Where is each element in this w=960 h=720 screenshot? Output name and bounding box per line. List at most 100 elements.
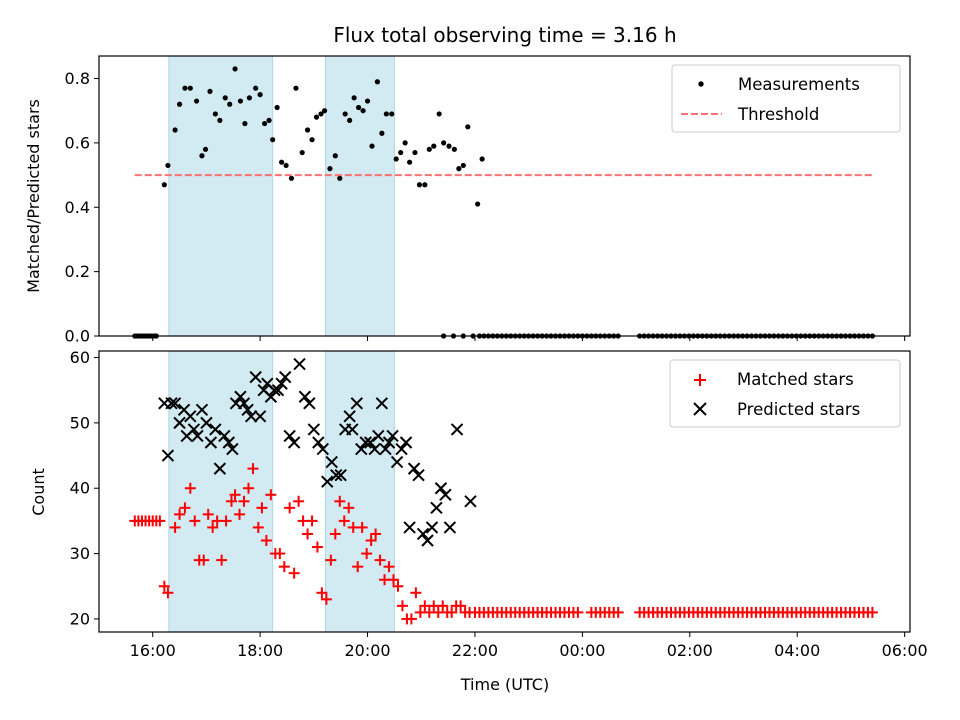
xtick-label: 00:00 bbox=[559, 641, 605, 660]
matched-star-point bbox=[405, 613, 417, 625]
predicted-star-point-b bbox=[241, 403, 254, 417]
matched-star-point bbox=[216, 554, 228, 566]
predicted-star-point bbox=[364, 436, 377, 449]
predicted-star-point-b bbox=[399, 436, 413, 449]
predicted-star-point-b bbox=[416, 527, 430, 541]
top-y-ticks: 0.0 0.2 0.4 0.6 0.8 bbox=[65, 69, 99, 346]
bottom-shade-1 bbox=[324, 350, 395, 633]
bottom-ytick-label: 50 bbox=[70, 413, 90, 432]
matched-star-point bbox=[410, 587, 422, 599]
predicted-star-point-b bbox=[450, 423, 464, 436]
measurement-point bbox=[379, 130, 385, 136]
measurement-point bbox=[279, 159, 285, 165]
predicted-star-point bbox=[222, 436, 236, 449]
measurement-point bbox=[465, 124, 471, 130]
matched-star-point bbox=[154, 515, 166, 527]
measurement-point bbox=[172, 127, 178, 133]
predicted-star-point bbox=[399, 436, 413, 449]
predicted-star-point bbox=[425, 521, 439, 534]
legend-matched-label: Matched stars bbox=[737, 370, 854, 389]
predicted-star-point-b bbox=[287, 436, 301, 449]
top-ytick-label: 0.6 bbox=[65, 133, 90, 152]
measurement-point bbox=[309, 137, 315, 143]
predicted-star-point-b bbox=[379, 442, 392, 456]
matched-star-point bbox=[370, 528, 382, 540]
predicted-star-point bbox=[359, 436, 372, 449]
matched-star-point bbox=[247, 463, 259, 475]
predicted-star-point-b bbox=[321, 475, 334, 488]
measurement-point bbox=[355, 104, 362, 111]
matched-star-point bbox=[392, 580, 404, 592]
predicted-star-point-b bbox=[249, 370, 262, 384]
predicted-star-point bbox=[213, 462, 227, 475]
measurement-point bbox=[266, 117, 272, 123]
measurement-point bbox=[242, 120, 248, 127]
predicted-star-point bbox=[249, 370, 262, 384]
measurement-point bbox=[369, 143, 375, 149]
predicted-star-point-b bbox=[184, 410, 197, 423]
matched-star-point bbox=[365, 535, 377, 547]
predicted-star-point bbox=[321, 475, 334, 488]
predicted-star-point bbox=[307, 423, 321, 436]
matched-star-point bbox=[207, 521, 219, 533]
predicted-star-point bbox=[204, 436, 218, 449]
matched-star-point bbox=[612, 606, 624, 618]
predicted-star-point bbox=[325, 455, 338, 469]
predicted-star-point-b bbox=[237, 397, 251, 410]
predicted-star-point-b bbox=[350, 397, 364, 410]
bottom-data-marks bbox=[129, 357, 878, 625]
predicted-star-point-b bbox=[464, 495, 477, 508]
predicted-star-point-b bbox=[430, 501, 443, 515]
predicted-star-point-b bbox=[298, 390, 312, 403]
measurement-point bbox=[222, 95, 228, 101]
predicted-star-point bbox=[450, 423, 464, 436]
predicted-star-point bbox=[184, 410, 197, 423]
measurement-point bbox=[313, 114, 320, 120]
legend-predicted-marker bbox=[693, 402, 707, 416]
predicted-star-point-b bbox=[343, 410, 356, 423]
predicted-star-point bbox=[278, 370, 292, 384]
predicted-star-point bbox=[253, 410, 267, 423]
measurement-point bbox=[412, 149, 418, 156]
measurement-point bbox=[199, 153, 205, 159]
top-ytick-label: 0.8 bbox=[65, 69, 90, 88]
predicted-star-point bbox=[161, 449, 175, 462]
measurement-point bbox=[436, 111, 442, 117]
matched-star-point bbox=[288, 567, 300, 579]
bottom-ytick-label: 40 bbox=[70, 479, 90, 498]
measurement-point bbox=[360, 108, 366, 114]
predicted-star-point-b bbox=[218, 429, 231, 443]
legend-measurements-marker bbox=[698, 81, 704, 87]
x-axis-label: Time (UTC) bbox=[460, 675, 549, 694]
predicted-star-point bbox=[244, 410, 258, 423]
predicted-star-point-b bbox=[375, 397, 389, 410]
measurement-point bbox=[202, 146, 209, 152]
predicted-star-point-b bbox=[234, 390, 247, 403]
predicted-star-point-b bbox=[200, 416, 213, 430]
bottom-panel: 20 30 40 50 60 16:00 18:00 20:00 22:00 00:00 02:0… bbox=[29, 348, 928, 694]
matched-star-point bbox=[284, 502, 296, 514]
matched-star-point bbox=[252, 521, 264, 533]
predicted-star-point-b bbox=[226, 442, 239, 456]
measurement-point bbox=[475, 201, 481, 207]
matched-star-point bbox=[388, 574, 400, 586]
predicted-star-point-b bbox=[213, 462, 227, 475]
measurement-point bbox=[262, 120, 268, 127]
measurement-point bbox=[460, 162, 466, 169]
predicted-star-point-b bbox=[434, 482, 448, 495]
predicted-star-point bbox=[165, 397, 178, 410]
predicted-star-point-b bbox=[407, 462, 421, 475]
matched-star-point bbox=[265, 489, 277, 501]
matched-star-point bbox=[329, 528, 341, 540]
predicted-star-point bbox=[403, 521, 416, 534]
matched-star-point bbox=[220, 515, 232, 527]
predicted-star-point bbox=[287, 436, 301, 449]
measurement-point bbox=[217, 117, 223, 123]
measurement-point bbox=[389, 111, 395, 117]
matched-star-point bbox=[169, 521, 181, 533]
predicted-star-point bbox=[316, 442, 329, 456]
matched-star-point bbox=[334, 495, 346, 507]
xtick-label: 18:00 bbox=[237, 641, 283, 660]
predicted-star-point bbox=[234, 390, 247, 403]
